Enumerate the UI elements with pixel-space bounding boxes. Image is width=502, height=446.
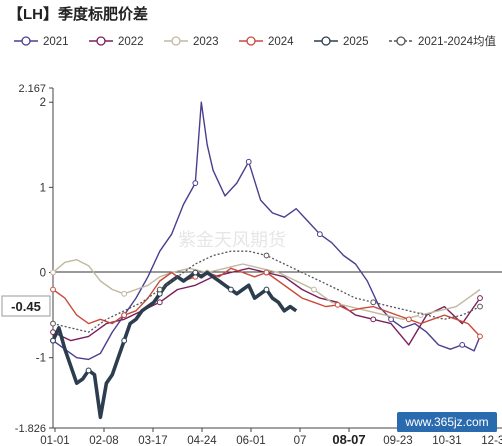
x-tick-label: 03-17 xyxy=(138,435,167,446)
series-group xyxy=(50,101,483,420)
series-point xyxy=(50,337,56,344)
legend-item[interactable]: 2021-2024均值 xyxy=(389,35,496,48)
legend-item[interactable]: 2024 xyxy=(239,36,294,48)
series-point xyxy=(263,252,270,259)
legend-item[interactable]: 2022 xyxy=(89,36,144,48)
series-point xyxy=(263,269,270,276)
y-tick-label: 1 xyxy=(40,182,46,194)
source-label: www.365jz.com xyxy=(404,415,488,429)
series-point xyxy=(156,286,163,293)
series-point xyxy=(370,299,377,306)
callout-box xyxy=(1,295,51,317)
y-tick-label: 0 xyxy=(40,268,46,280)
legend-label: 2023 xyxy=(193,36,219,48)
series-point xyxy=(121,290,128,297)
legend-item[interactable]: 2023 xyxy=(164,36,219,48)
x-tick-label: 12-31 xyxy=(481,435,502,446)
legend-label: 2024 xyxy=(268,36,294,48)
x-tick-label: 07 xyxy=(294,435,307,446)
legend-item[interactable]: 2021 xyxy=(14,36,69,48)
series-point xyxy=(459,341,466,348)
series-point xyxy=(477,303,483,310)
x-ticks: 01-01 02-08 03-17 04-24 06-01 07 08-07 09-23 10-… xyxy=(40,428,502,446)
legend-marker xyxy=(321,36,331,46)
y-tick-label: 2.167 xyxy=(18,83,46,95)
legend-label: 2021-2024均值 xyxy=(418,35,496,48)
x-tick-label: 10-31 xyxy=(432,435,461,446)
chart-title: 【LH】季度标肥价差 xyxy=(8,5,148,23)
source-badge-bg xyxy=(397,412,497,432)
series-point xyxy=(50,320,56,327)
series-point xyxy=(370,316,377,323)
series-point xyxy=(228,286,234,293)
legend-marker xyxy=(396,36,406,46)
series-point xyxy=(50,286,56,293)
series-point xyxy=(85,367,92,374)
series-line-2025 xyxy=(51,270,298,420)
legend-label: 2025 xyxy=(343,36,369,48)
legend-item[interactable]: 2025 xyxy=(314,36,369,48)
legend-marker xyxy=(171,36,181,46)
x-tick-label: 02-08 xyxy=(89,435,118,446)
series-point xyxy=(388,316,394,323)
x-tick-label: 08-07 xyxy=(332,432,365,446)
x-tick-label: 09-23 xyxy=(383,435,412,446)
legend-marker xyxy=(246,36,256,46)
series-point xyxy=(311,286,317,293)
series-point xyxy=(192,180,199,187)
series-line-2021 xyxy=(52,101,481,361)
legend-label: 2021 xyxy=(43,36,69,48)
legend-label: 2022 xyxy=(118,36,144,48)
series-point xyxy=(316,231,323,238)
y-ticks: 2.167 2 1 0 -1 -1.826 xyxy=(15,83,53,435)
source-badge: www.365jz.com xyxy=(397,412,497,432)
callout-label: -0.45 xyxy=(11,299,41,314)
x-tick-label: 06-01 xyxy=(236,435,265,446)
legend-marker xyxy=(21,36,31,46)
y-tick-label: 2 xyxy=(40,97,46,109)
series-point xyxy=(121,312,128,318)
x-tick-label: 04-24 xyxy=(187,435,217,446)
watermark: 紫金天风期货 xyxy=(178,230,286,250)
series-point xyxy=(477,295,483,301)
series-point xyxy=(156,299,163,306)
series-point xyxy=(334,301,341,308)
series-line-2022 xyxy=(52,267,481,346)
y-tick-label: -1 xyxy=(36,353,46,365)
y-tick-label: -1.826 xyxy=(15,423,46,435)
x-tick-label: 01-01 xyxy=(40,435,69,446)
series-point xyxy=(192,269,199,276)
series-point xyxy=(245,158,252,165)
chart-legend: 2021 2022 2023 2024 2025 2021-2024均值 xyxy=(14,35,496,48)
legend-marker xyxy=(96,36,106,46)
callout: -0.45 xyxy=(1,295,51,317)
series-point xyxy=(50,269,56,276)
series-point xyxy=(405,316,412,323)
series-point xyxy=(477,333,483,340)
series-point xyxy=(121,337,128,344)
series-point xyxy=(263,286,270,293)
